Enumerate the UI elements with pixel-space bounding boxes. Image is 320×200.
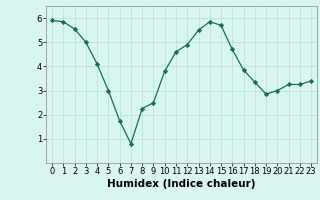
- X-axis label: Humidex (Indice chaleur): Humidex (Indice chaleur): [107, 179, 256, 189]
